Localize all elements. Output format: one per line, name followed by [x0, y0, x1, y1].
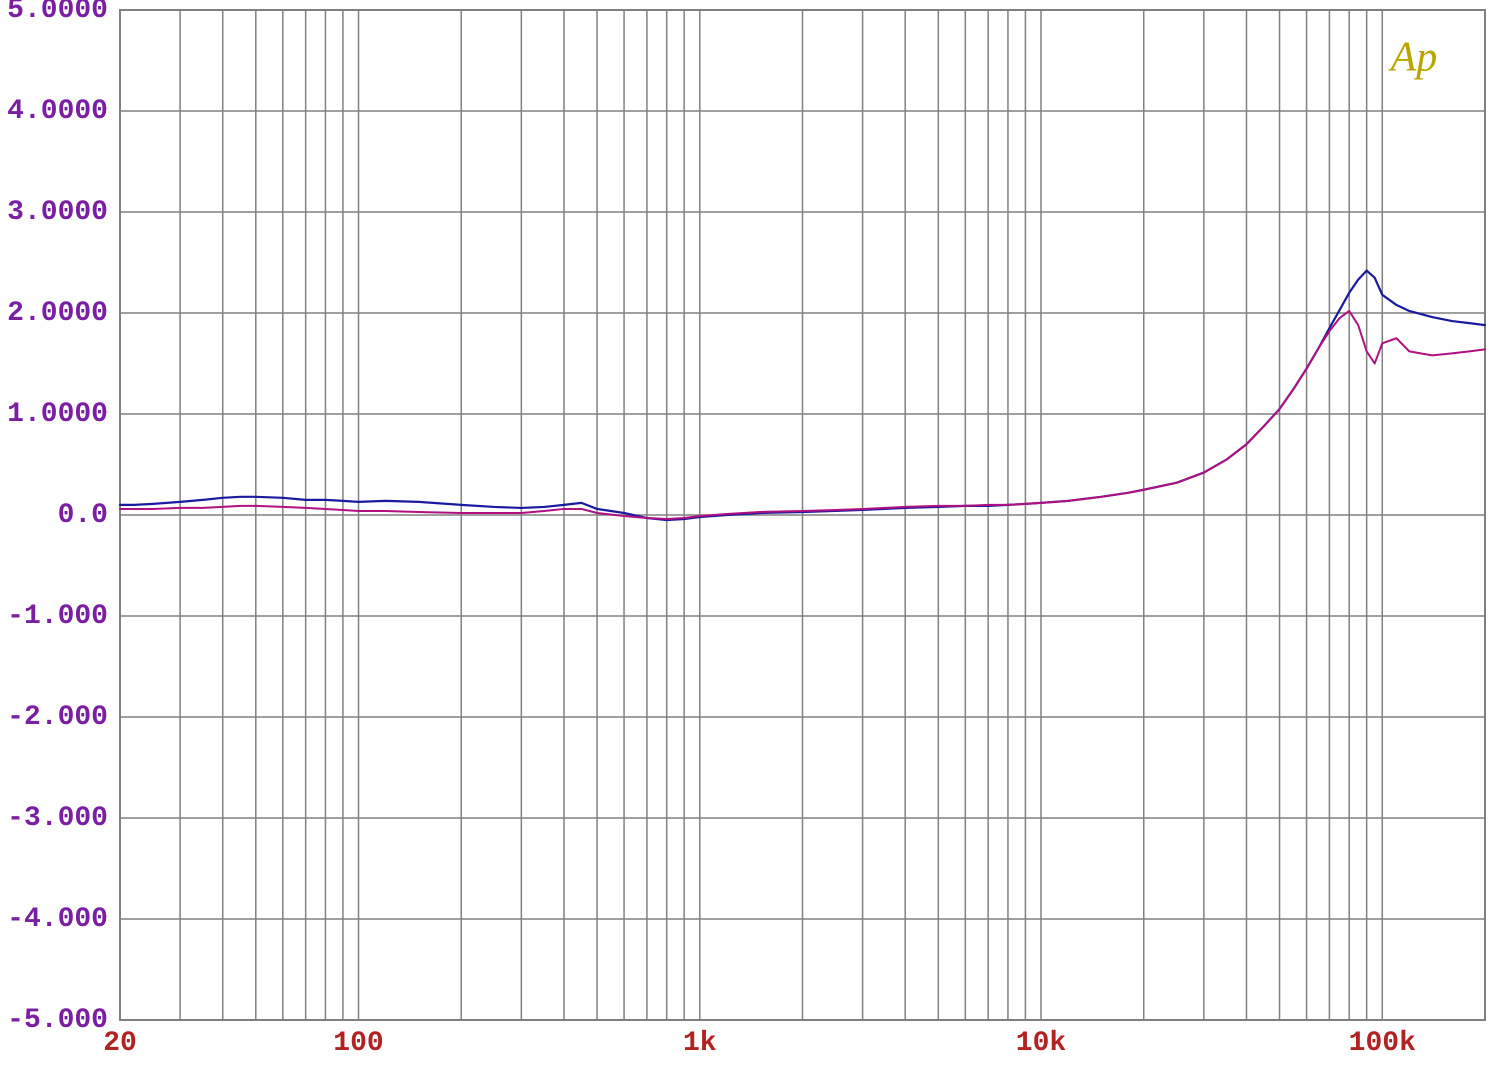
y-tick-label: 3.0000 [7, 197, 108, 228]
chart-svg: Ap [0, 0, 1500, 1072]
x-tick-label: 1k [683, 1028, 717, 1059]
y-tick-label: 4.0000 [7, 96, 108, 127]
y-tick-label: -4.000 [7, 904, 108, 935]
y-tick-label: 5.0000 [7, 0, 108, 26]
x-tick-label: 10k [1016, 1028, 1066, 1059]
x-tick-label: 100 [333, 1028, 383, 1059]
frequency-response-chart: Ap 5.0000 4.0000 3.0000 2.0000 1.0000 0.0 -1.0… [0, 0, 1500, 1072]
y-tick-label: -2.000 [7, 702, 108, 733]
y-tick-label: -3.000 [7, 803, 108, 834]
x-tick-label: 20 [103, 1028, 137, 1059]
y-tick-label: 0.0 [58, 500, 108, 531]
x-tick-label: 100k [1349, 1028, 1416, 1059]
y-tick-label: 1.0000 [7, 399, 108, 430]
y-tick-label: -1.000 [7, 601, 108, 632]
y-tick-label: 2.0000 [7, 298, 108, 329]
watermark-ap: Ap [1388, 35, 1438, 81]
y-tick-label: -5.000 [7, 1005, 108, 1036]
